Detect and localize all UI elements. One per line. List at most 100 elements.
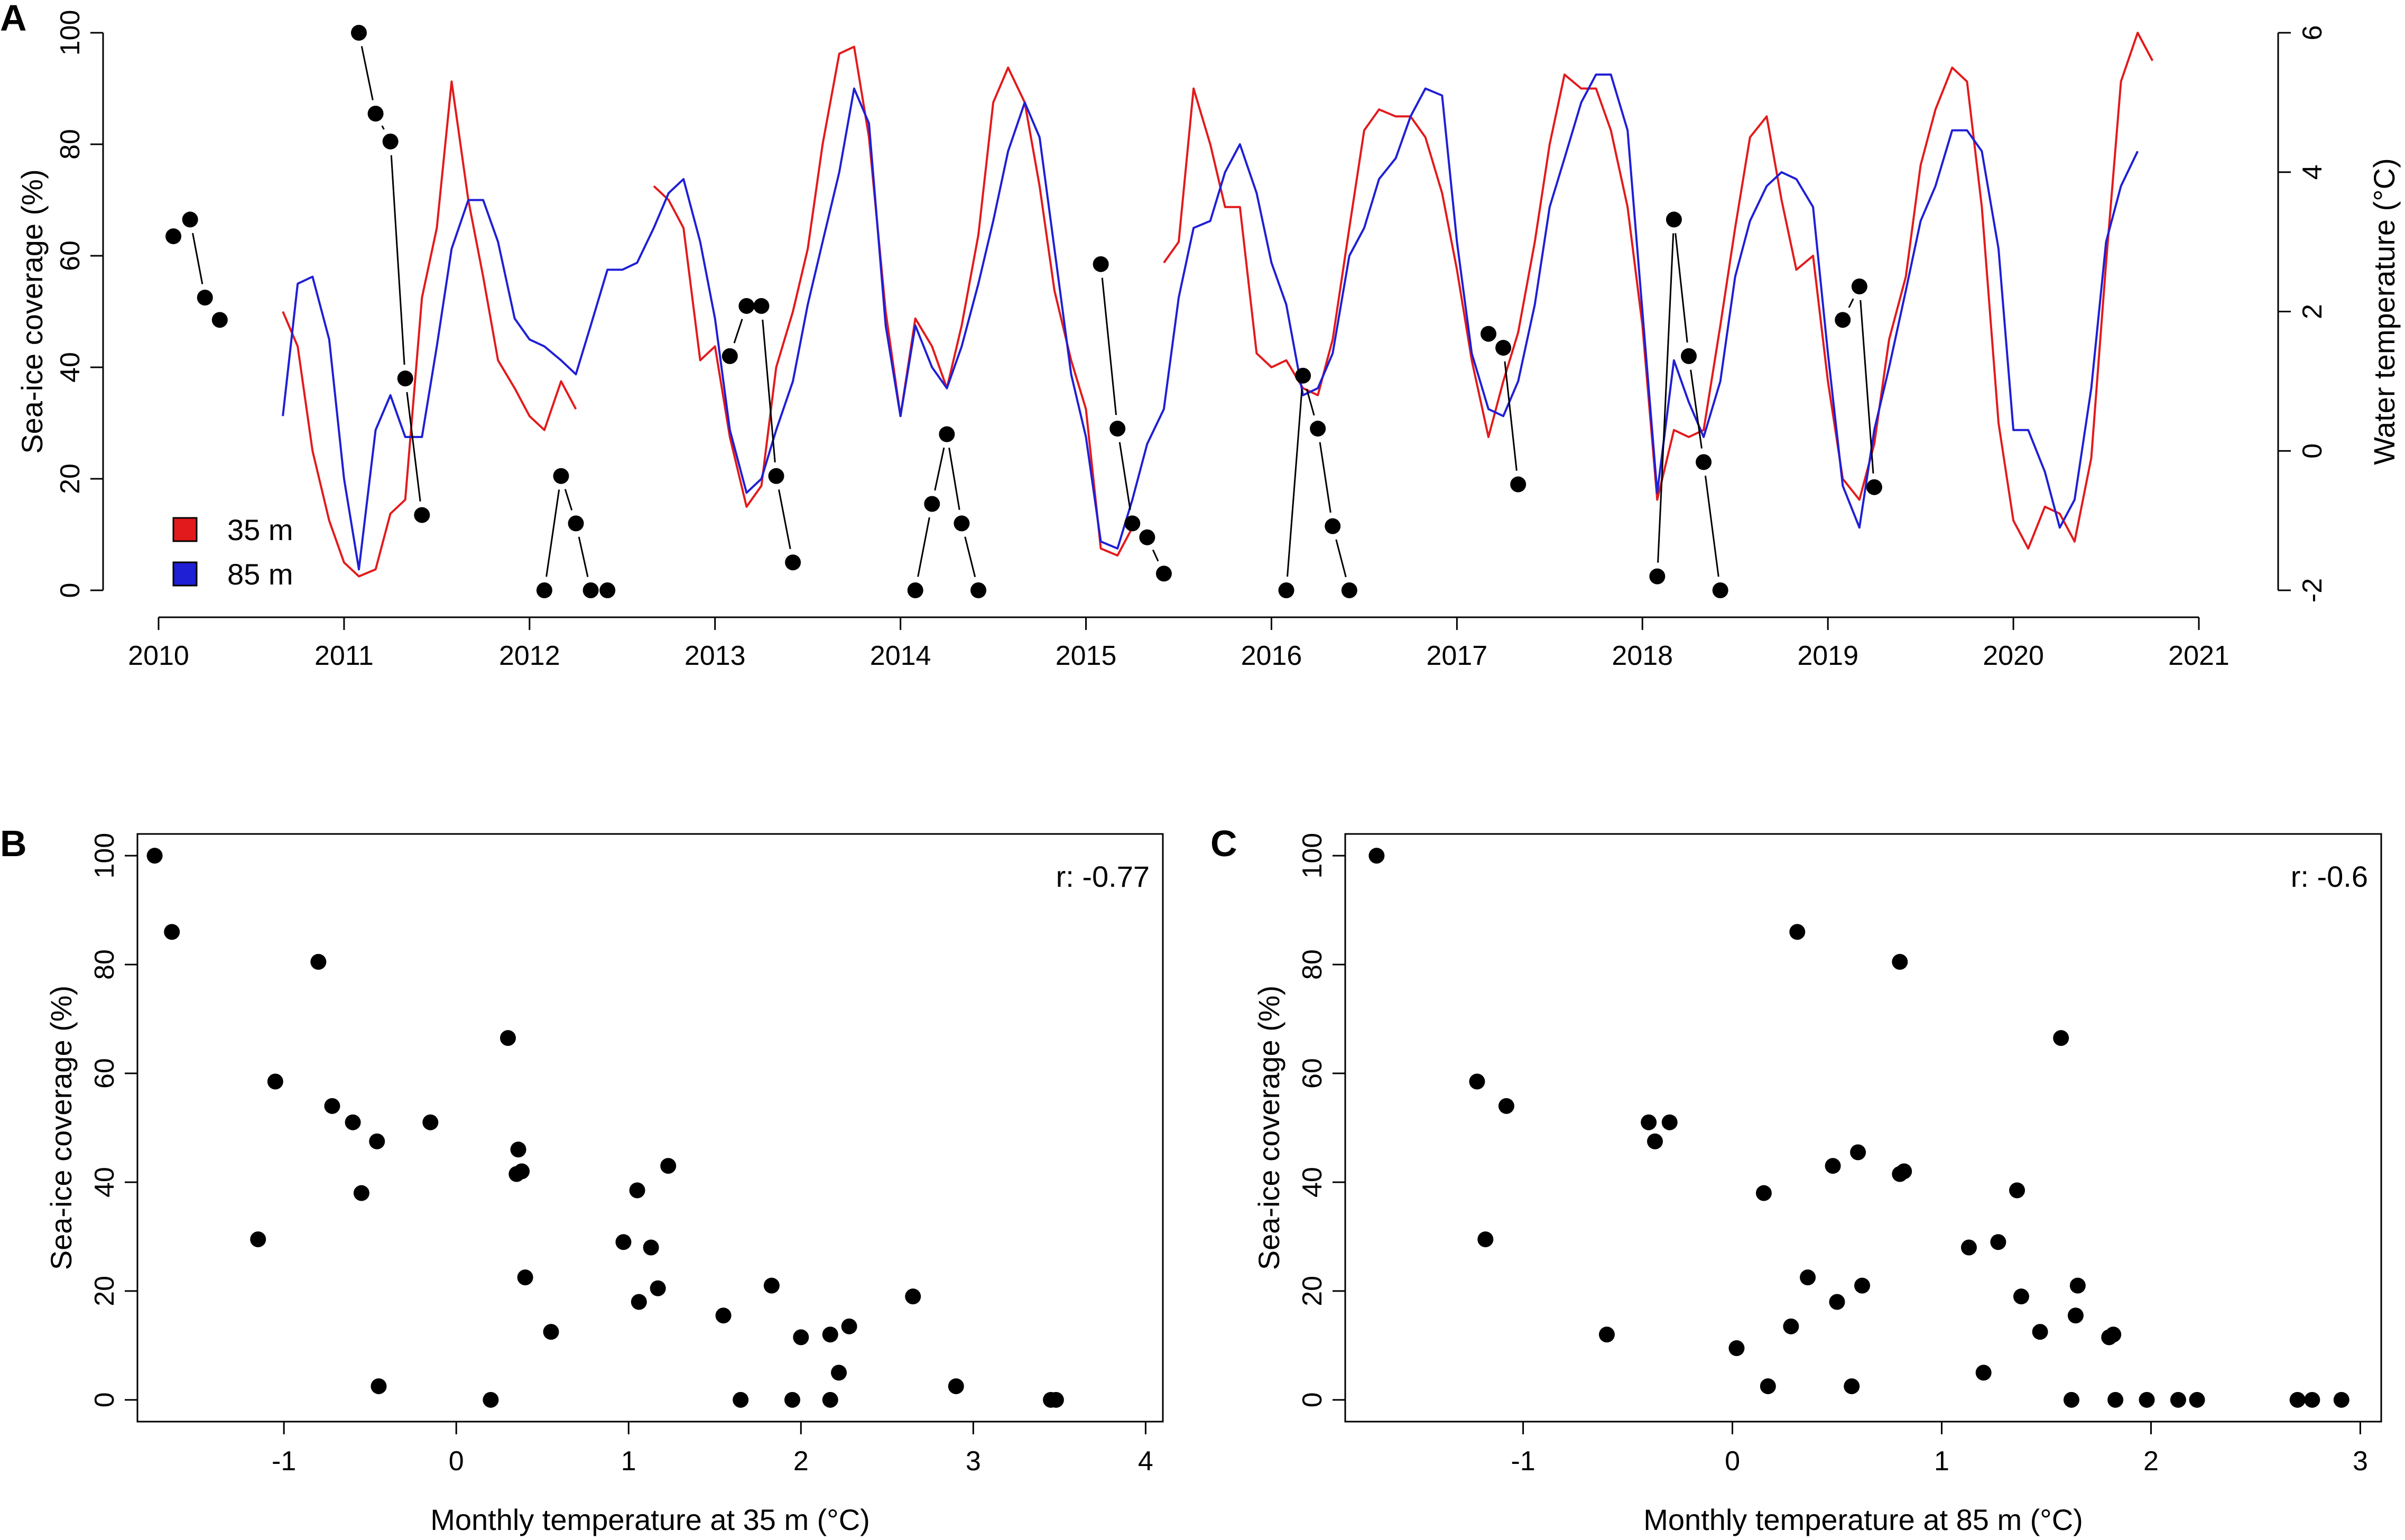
sea-ice-point <box>1295 367 1311 384</box>
scatter-point <box>2063 1391 2079 1408</box>
sea-ice-point <box>1481 326 1497 342</box>
panel-b-x-tick-label: 0 <box>449 1446 464 1477</box>
panel-a-y-tick-label: 20 <box>55 463 86 494</box>
panel-a-y2-tick-label: 4 <box>2297 164 2328 180</box>
scatter-point <box>510 1142 526 1158</box>
sea-ice-point <box>1510 476 1527 493</box>
panel-a-x-tick-label: 2013 <box>684 641 746 671</box>
scatter-point <box>831 1365 847 1381</box>
panel-b-points <box>146 848 1064 1408</box>
panel-a-y-tick-label: 60 <box>55 240 86 271</box>
scatter-point <box>1469 1073 1485 1090</box>
panel-c-axes: 0 20 40 60 80 100 -1 0 1 2 3 <box>1297 833 2368 1477</box>
sea-ice-connector <box>1657 233 1675 563</box>
panel-a-sea-ice-series <box>165 25 1882 598</box>
panel-a-x-tick-label: 2011 <box>314 641 374 671</box>
panel-b-correlation-label: r: -0.77 <box>1056 860 1150 893</box>
sea-ice-point <box>382 133 399 150</box>
scatter-point <box>2189 1391 2205 1408</box>
scatter-point <box>715 1307 732 1324</box>
sea-ice-connector <box>1319 442 1331 513</box>
panel-b-y-axis-label: Sea-ice coverage (%) <box>44 986 78 1270</box>
scatter-point <box>310 953 327 970</box>
panel-c-x-tick-label: 3 <box>2353 1446 2368 1477</box>
sea-ice-connector <box>381 125 385 130</box>
sea-ice-point <box>536 582 552 598</box>
sea-ice-connector <box>1335 539 1347 578</box>
scatter-point <box>2013 1288 2029 1305</box>
panel-a-x-tick-label: 2019 <box>1797 641 1858 671</box>
scatter-point <box>2139 1391 2155 1408</box>
scatter-point <box>164 924 180 940</box>
sea-ice-connector <box>1690 369 1703 449</box>
panel-c-x-tick-label: 0 <box>1725 1446 1740 1477</box>
panel-label-b: B <box>0 823 27 864</box>
sea-ice-connector <box>964 536 976 578</box>
scatter-point <box>841 1318 857 1334</box>
panel-a-y-tick-label: 80 <box>55 129 86 160</box>
sea-ice-point <box>1835 312 1851 328</box>
sea-ice-point <box>182 211 198 228</box>
panel-a-x-tick-label: 2015 <box>1056 641 1117 671</box>
scatter-point <box>1854 1277 1871 1294</box>
panel-c-x-tick-label: -1 <box>1511 1446 1535 1477</box>
scatter-point <box>660 1158 677 1174</box>
panel-a-x-tick-label: 2010 <box>128 641 189 671</box>
panel-a-axes: 0 20 40 60 80 100 -2 0 2 4 6 2010 2011 2012 2013 2014 20… <box>55 10 2328 671</box>
panel-a-temperature-lines <box>282 32 2154 578</box>
sea-ice-point <box>785 554 801 571</box>
sea-ice-point <box>1093 256 1109 272</box>
sea-ice-connector <box>1306 388 1315 416</box>
panel-b-x-tick-label: 1 <box>621 1446 636 1477</box>
sea-ice-connector <box>1152 549 1159 562</box>
panel-a-x-tick-label: 2020 <box>1983 641 2044 671</box>
scatter-point <box>822 1326 838 1343</box>
sea-ice-connector <box>390 155 405 365</box>
sea-ice-connector <box>917 517 930 577</box>
sea-ice-point <box>1649 568 1666 585</box>
panel-c-y-tick-label: 100 <box>1297 833 1328 879</box>
legend-label-85m: 85 m <box>227 558 293 591</box>
panel-b-scatter: 0 20 40 60 80 100 -1 0 1 2 3 4 Monthly temperature … <box>44 833 1164 1536</box>
scatter-point <box>1829 1294 1845 1310</box>
scatter-point <box>2053 1030 2069 1046</box>
panel-a-y-axis-label: Sea-ice coverage (%) <box>15 169 49 453</box>
scatter-point <box>422 1114 439 1130</box>
scatter-point <box>353 1185 369 1201</box>
sea-ice-point <box>211 312 228 328</box>
panel-a-x-tick-label: 2016 <box>1241 641 1302 671</box>
sea-ice-point <box>553 468 569 484</box>
panel-a-y-tick-label: 0 <box>55 583 86 598</box>
scatter-point <box>948 1378 964 1395</box>
sea-ice-point <box>397 370 413 387</box>
sea-ice-point <box>1310 421 1326 437</box>
scatter-point <box>543 1324 559 1340</box>
scatter-point <box>1498 1098 1514 1114</box>
scatter-point <box>763 1277 780 1294</box>
panel-a-y2-tick-label: 6 <box>2297 25 2328 41</box>
scatter-point <box>1850 1144 1866 1161</box>
scatter-point <box>1960 1239 1977 1256</box>
panel-label-c: C <box>1210 823 1237 864</box>
scatter-point <box>1825 1158 1841 1174</box>
scatter-point <box>2032 1324 2048 1340</box>
sea-ice-connector <box>1118 442 1131 510</box>
sea-ice-connector <box>192 233 204 284</box>
sea-ice-point <box>1666 211 1682 228</box>
sea-ice-connector <box>564 489 573 511</box>
scatter-point <box>324 1098 340 1114</box>
panel-c-scatter: 0 20 40 60 80 100 -1 0 1 2 3 Monthly temperature a… <box>1252 833 2382 1536</box>
panel-c-points <box>1368 848 2350 1408</box>
scatter-point <box>1728 1340 1745 1356</box>
sea-ice-point <box>568 515 584 532</box>
scatter-point <box>905 1288 921 1305</box>
scatter-point <box>1760 1378 1776 1395</box>
scatter-point <box>784 1391 800 1408</box>
sea-ice-connector <box>1287 389 1303 577</box>
panel-c-y-tick-label: 60 <box>1297 1058 1328 1089</box>
panel-b-x-tick-label: 2 <box>793 1446 809 1477</box>
panel-a-x-tick-label: 2012 <box>499 641 560 671</box>
scatter-point <box>733 1391 749 1408</box>
